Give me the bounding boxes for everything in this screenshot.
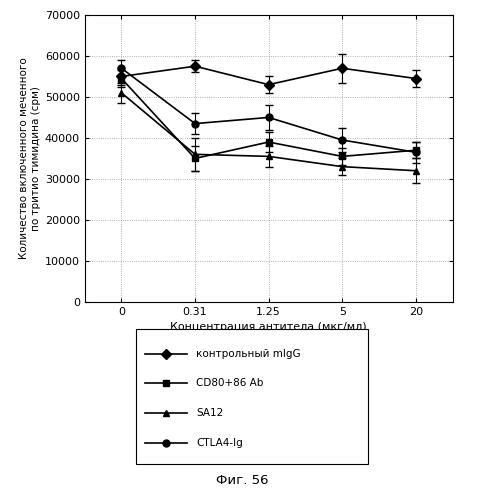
Text: SA12: SA12 <box>196 408 223 418</box>
Text: контрольный mIgG: контрольный mIgG <box>196 349 301 359</box>
Text: CD80+86 Ab: CD80+86 Ab <box>196 378 263 388</box>
Y-axis label: Количество включенного меченного
по тритио тимидина (срм): Количество включенного меченного по трит… <box>19 57 41 259</box>
X-axis label: Концентрация антитела (мкг/мл): Концентрация антитела (мкг/мл) <box>170 322 367 332</box>
Text: CTLA4-Ig: CTLA4-Ig <box>196 438 242 448</box>
Text: Фиг. 56: Фиг. 56 <box>216 474 268 487</box>
